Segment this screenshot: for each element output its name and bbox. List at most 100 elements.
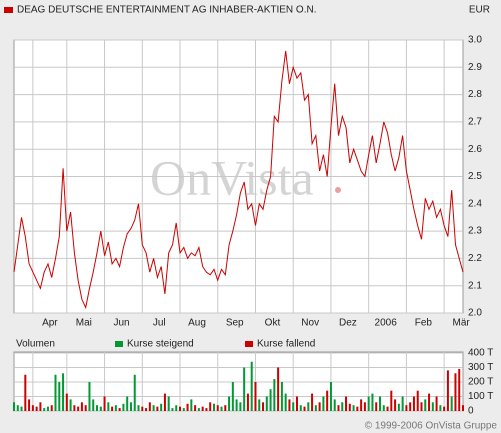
volume-bar xyxy=(107,402,110,411)
volume-bar xyxy=(318,402,321,411)
volume-bar xyxy=(284,393,287,411)
volume-bar xyxy=(58,382,61,411)
volume-bar xyxy=(435,396,438,411)
volume-bar xyxy=(458,368,461,411)
y-tick-label: 2.3 xyxy=(468,226,482,237)
volume-bar xyxy=(454,373,457,411)
volume-bar xyxy=(295,396,298,411)
volume-bar xyxy=(450,396,453,411)
volume-bar xyxy=(197,408,200,411)
volume-bar xyxy=(258,399,261,411)
legend-marker xyxy=(115,341,123,347)
volume-bar xyxy=(13,402,15,411)
watermark: OnVista xyxy=(150,149,314,205)
volume-bar xyxy=(326,390,329,411)
volume-bar xyxy=(141,406,144,411)
volume-bar xyxy=(231,382,234,411)
y-tick-label: 0 xyxy=(468,406,474,417)
chart-title: DEAG DEUTSCHE ENTERTAINMENT AG INHABER-A… xyxy=(17,5,317,16)
volume-bar xyxy=(148,402,151,411)
y-tick-label: 300 T xyxy=(468,362,493,373)
volume-bar xyxy=(84,405,87,411)
volume-bar xyxy=(99,406,102,411)
x-tick-label: 2006 xyxy=(375,318,398,329)
volume-bar xyxy=(35,406,38,411)
volume-bar xyxy=(62,373,65,411)
y-tick-label: 2.9 xyxy=(468,62,482,73)
volume-bar xyxy=(443,406,446,411)
volume-bar xyxy=(363,402,366,411)
volume-bar xyxy=(307,402,310,411)
volume-bar xyxy=(152,405,155,411)
volume-bar xyxy=(348,403,351,411)
volume-bar xyxy=(212,403,215,411)
y-tick-label: 2.1 xyxy=(468,280,482,291)
volume-bar xyxy=(277,367,280,411)
volume-bar xyxy=(103,396,106,411)
x-tick-label: Mär xyxy=(452,318,470,329)
volume-bar xyxy=(133,374,136,411)
volume-bar xyxy=(167,396,170,411)
volume-bar xyxy=(137,405,140,411)
x-tick-label: Apr xyxy=(42,318,58,329)
legend-label: Kurse steigend xyxy=(127,339,194,350)
y-tick-label: 2.7 xyxy=(468,117,482,128)
volume-bar xyxy=(424,399,427,411)
x-tick-label: Jul xyxy=(153,318,166,329)
y-tick-label: 2.4 xyxy=(468,198,482,209)
volume-bar xyxy=(220,406,223,411)
volume-bar xyxy=(182,408,185,411)
volume-bar xyxy=(209,402,212,411)
volume-bar xyxy=(386,406,389,411)
volume-bar xyxy=(462,405,464,411)
volume-bar xyxy=(254,382,257,411)
volume-bar xyxy=(96,405,99,411)
volume-bar xyxy=(216,405,219,411)
y-tick-label: 200 T xyxy=(468,377,493,388)
volume-bar xyxy=(371,393,374,411)
legend-label: Kurse fallend xyxy=(257,339,315,350)
volume-bar xyxy=(265,396,268,411)
volume-bar xyxy=(92,399,95,411)
volume-bar xyxy=(201,406,204,411)
currency: EUR xyxy=(469,5,490,16)
volume-bar xyxy=(428,393,431,411)
y-tick-label: 2.2 xyxy=(468,253,482,264)
volume-bar xyxy=(446,370,449,411)
watermark-dot xyxy=(335,187,341,193)
volume-bar xyxy=(333,399,336,411)
volume-title: Volumen xyxy=(16,339,55,350)
volume-bar xyxy=(439,405,442,411)
volume-bar xyxy=(73,405,76,411)
volume-bar xyxy=(54,374,57,411)
volume-bar xyxy=(24,374,27,411)
volume-bar xyxy=(16,405,19,411)
volume-bar xyxy=(31,405,34,411)
volume-bar xyxy=(186,403,189,411)
volume-bar xyxy=(390,390,393,411)
volume-bar xyxy=(397,403,400,411)
volume-bar xyxy=(416,390,419,411)
volume-bar xyxy=(250,361,253,411)
volume-bar xyxy=(375,402,378,411)
volume-bar xyxy=(288,399,291,411)
volume-bar xyxy=(80,402,83,411)
volume-bar xyxy=(345,396,348,411)
x-tick-label: Mai xyxy=(76,318,92,329)
volume-bar xyxy=(431,402,434,411)
volume-bar xyxy=(382,405,385,411)
volume-bar xyxy=(179,406,182,411)
volume-bar xyxy=(246,393,249,411)
volume-bar xyxy=(311,393,314,411)
volume-bar xyxy=(160,403,163,411)
volume-bar xyxy=(114,405,117,411)
legend-marker xyxy=(245,341,253,347)
x-tick-label: Dez xyxy=(339,318,357,329)
volume-bar xyxy=(235,399,238,411)
volume-bar xyxy=(262,402,265,411)
x-tick-label: Aug xyxy=(188,318,206,329)
y-tick-label: 400 T xyxy=(468,348,493,359)
volume-bar xyxy=(39,402,42,411)
y-tick-label: 2.6 xyxy=(468,144,482,155)
x-tick-label: Feb xyxy=(415,318,433,329)
